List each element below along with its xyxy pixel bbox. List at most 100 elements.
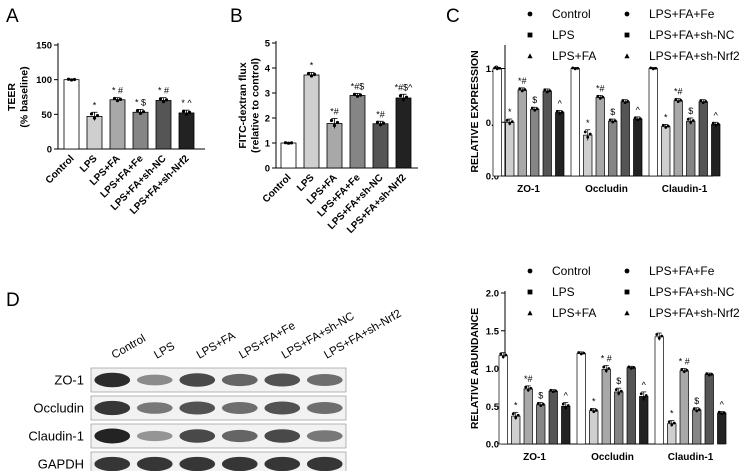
significance-label: *# xyxy=(330,107,339,117)
x-group-label: Claudin-1 xyxy=(668,452,714,463)
blot-band xyxy=(221,373,258,387)
significance-label: $ xyxy=(688,106,693,116)
y-axis-label: TEER(% baseline) xyxy=(6,66,31,127)
data-point xyxy=(576,66,580,70)
data-point xyxy=(695,409,699,413)
y-tick-label: 1.0 xyxy=(486,64,499,75)
significance-label: * xyxy=(514,400,518,410)
data-point xyxy=(699,99,703,102)
significance-label: * xyxy=(93,100,97,110)
legend-entry: Control xyxy=(552,264,591,278)
legend-entry: LPS+FA+Fe xyxy=(649,264,715,278)
data-point xyxy=(516,413,520,417)
data-point xyxy=(508,122,512,125)
data-point xyxy=(493,66,497,70)
data-point xyxy=(655,333,659,336)
data-point xyxy=(586,135,590,139)
legend-marker xyxy=(527,310,533,316)
data-point xyxy=(632,366,636,369)
y-tick-label: 50 xyxy=(41,110,52,121)
blot-band xyxy=(306,402,343,414)
data-point xyxy=(138,111,143,115)
y-axis-label: RELATIVE ABUNDANCE xyxy=(469,308,481,429)
bar-lps-fa xyxy=(517,89,527,177)
blot-column-label: LPS+FA+sh-NC xyxy=(280,310,357,361)
data-point xyxy=(679,98,683,102)
y-axis-label: FITC-dextran flux(relative to control) xyxy=(237,58,262,153)
legend-marker xyxy=(527,53,533,59)
data-point xyxy=(498,66,502,70)
significance-label: *#$ xyxy=(351,82,365,92)
bar-control xyxy=(63,79,80,150)
data-point xyxy=(289,141,294,145)
data-point xyxy=(638,117,642,120)
data-point xyxy=(613,119,617,123)
data-point xyxy=(720,412,724,416)
data-point xyxy=(135,108,140,113)
bar-lps-fa-fe xyxy=(530,108,540,177)
legend-entry: LPS+FA+sh-NC xyxy=(649,28,735,42)
blot-band xyxy=(306,374,343,386)
x-group-label: ZO-1 xyxy=(517,184,540,195)
data-point xyxy=(539,404,543,408)
data-point xyxy=(335,120,340,125)
data-point xyxy=(181,109,186,113)
y-tick-label: 3 xyxy=(265,89,270,100)
data-point xyxy=(306,71,311,76)
bar-control xyxy=(498,355,508,445)
data-point xyxy=(352,92,357,96)
data-point xyxy=(518,87,522,91)
data-point xyxy=(598,96,602,100)
x-group-label: Occludin xyxy=(585,184,628,195)
bar-lps-fa-sh-nc xyxy=(626,367,636,445)
legend-marker xyxy=(624,53,630,59)
legend-marker xyxy=(527,11,533,17)
significance-label: * xyxy=(508,107,512,117)
bar-lps-fa-sh-nrf2 xyxy=(717,412,727,445)
blot-band xyxy=(264,456,301,471)
blot-band xyxy=(264,401,301,415)
bar-lps xyxy=(511,415,521,445)
bar-lps-fa-sh-nrf2 xyxy=(633,118,643,177)
y-tick-label: 0.0 xyxy=(486,172,499,183)
data-point xyxy=(332,123,337,128)
data-point xyxy=(654,66,658,70)
data-point xyxy=(651,67,655,71)
blot-column-label: LPS xyxy=(152,340,177,361)
bar-lps-fa-fe xyxy=(349,95,366,169)
data-point xyxy=(717,410,721,414)
bar-lps-fa-sh-nrf2 xyxy=(178,112,195,150)
y-tick-label: 1 xyxy=(265,139,271,150)
blot-column-label: LPS+FA+sh-Nrf2 xyxy=(322,308,403,362)
y-tick-label: 4 xyxy=(265,64,271,75)
data-point xyxy=(89,112,94,116)
data-point xyxy=(329,118,334,123)
bar-lps-fa-fe xyxy=(614,391,624,445)
bar-control xyxy=(492,68,502,177)
bar-lps-fa-sh-nc xyxy=(542,90,552,177)
data-point xyxy=(582,351,586,355)
data-point xyxy=(566,404,570,407)
blot-row-label: GAPDH xyxy=(38,457,84,471)
significance-label: * xyxy=(670,409,674,419)
data-point xyxy=(520,89,524,93)
y-tick-label: 0.5 xyxy=(486,402,500,413)
legend-entry: LPS xyxy=(552,285,575,299)
bar-lps-fa-sh-nc xyxy=(698,101,708,177)
significance-label: * xyxy=(592,397,596,407)
data-point xyxy=(554,389,558,393)
data-point xyxy=(617,392,621,395)
data-point xyxy=(711,121,715,125)
significance-label: * xyxy=(310,61,314,71)
bar-lps-fa xyxy=(679,370,689,445)
data-point xyxy=(535,107,539,111)
data-point xyxy=(355,94,360,98)
data-point xyxy=(378,123,383,127)
significance-label: $ xyxy=(610,107,615,117)
data-point xyxy=(536,401,540,405)
y-axis-label-line: (% baseline) xyxy=(18,66,30,127)
data-point xyxy=(623,101,627,105)
data-point xyxy=(283,141,288,145)
data-point xyxy=(596,94,600,98)
